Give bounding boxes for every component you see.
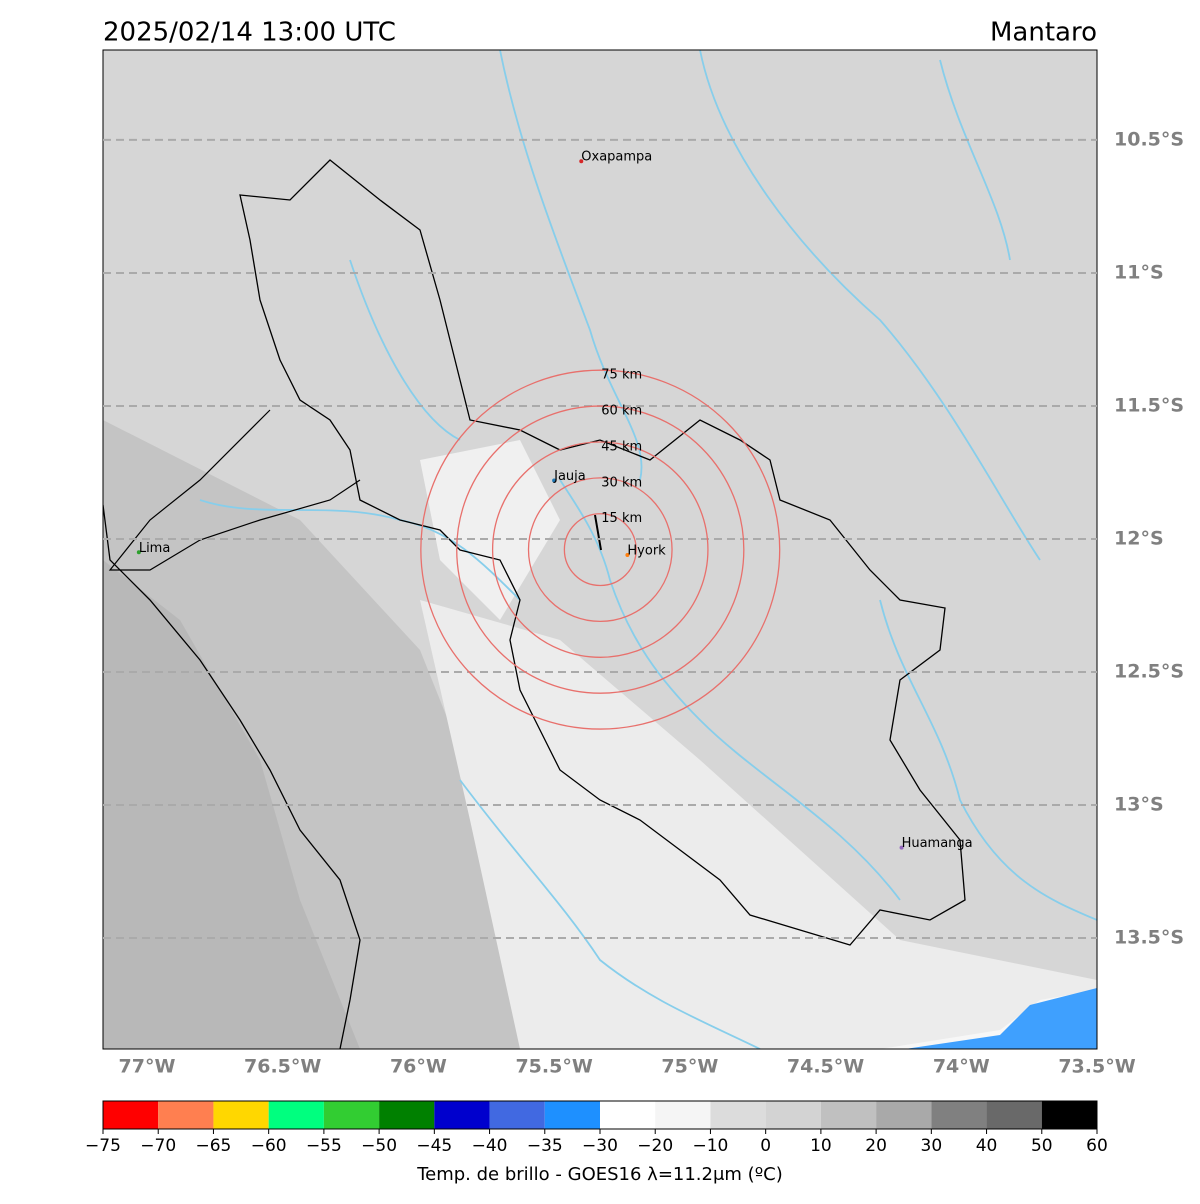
map-frame [102, 49, 1098, 1050]
colorbar-cell [710, 1101, 766, 1129]
title-right: Mantaro [990, 18, 1097, 48]
colorbar-cell [1041, 1101, 1097, 1129]
colorbar-cell [765, 1101, 821, 1129]
colorbar-cell [323, 1101, 380, 1129]
lat-label: 11.5°S [1114, 394, 1184, 416]
city-label: Jauja [553, 469, 586, 484]
lon-label: 75°W [661, 1056, 718, 1078]
range-ring-label: 15 km [601, 511, 642, 526]
range-ring-label: 60 km [601, 404, 642, 419]
colorbar-label: Temp. de brillo - GOES16 λ=11.2μm (ºC) [416, 1164, 783, 1185]
colorbar-tick-label: −65 [195, 1136, 231, 1156]
range-ring-label: 30 km [601, 475, 642, 490]
city-marker [899, 845, 904, 850]
city-label: Oxapampa [581, 150, 652, 165]
title-left: 2025/02/14 13:00 UTC [103, 18, 396, 48]
colorbar-tick-label: −55 [306, 1136, 342, 1156]
colorbar-tick-label: −50 [361, 1136, 397, 1156]
lat-label: 12°S [1114, 527, 1164, 549]
colorbar-tick-label: −45 [416, 1136, 452, 1156]
colorbar-tick-label: 0 [760, 1136, 771, 1156]
range-ring [527, 477, 673, 623]
colorbar-tick-label: −60 [251, 1136, 287, 1156]
colorbar-tick-label: −10 [692, 1136, 728, 1156]
city-marker [552, 478, 557, 483]
colorbar-cell [379, 1101, 435, 1129]
lon-label: 73.5°W [1058, 1056, 1135, 1078]
colorbar-cell [986, 1101, 1042, 1129]
colorbar-cell [600, 1101, 656, 1129]
colorbar-cell [268, 1101, 324, 1129]
colorbar-cell [103, 1101, 159, 1129]
range-ring [456, 405, 745, 694]
lat-label: 12.5°S [1114, 661, 1184, 683]
city-marker [625, 552, 630, 557]
colorbar-tick-label: 40 [976, 1136, 998, 1156]
lat-label: 13.5°S [1114, 927, 1184, 949]
colorbar-tick-label: −40 [472, 1136, 508, 1156]
colorbar-tick-label: −30 [582, 1136, 618, 1156]
colorbar-tick-label: 50 [1031, 1136, 1053, 1156]
colorbar-tick-label: 20 [865, 1136, 887, 1156]
lat-label: 11°S [1114, 261, 1164, 283]
city-label: Hyork [627, 543, 666, 558]
lon-label: 75.5°W [515, 1056, 592, 1078]
range-ring-label: 75 km [601, 368, 642, 383]
colorbar-cell [876, 1101, 932, 1129]
range-ring [420, 369, 781, 730]
range-ring [491, 441, 709, 658]
colorbar-cell [213, 1101, 269, 1129]
colorbar-cell [489, 1101, 545, 1129]
colorbar-cell [544, 1101, 600, 1129]
colorbar-tick-label: −35 [527, 1136, 563, 1156]
lon-label: 76°W [390, 1056, 447, 1078]
city-label: Lima [139, 541, 170, 556]
colorbar-tick-label: 10 [810, 1136, 832, 1156]
colorbar-tick-label: 60 [1086, 1136, 1108, 1156]
range-ring [563, 513, 637, 587]
colorbar-cell [434, 1101, 490, 1129]
colorbar-tick-label: −20 [637, 1136, 673, 1156]
city-label: Huamanga [902, 836, 973, 851]
lon-label: 74°W [933, 1056, 990, 1078]
lon-label: 77°W [119, 1056, 176, 1078]
colorbar-cell [931, 1101, 987, 1129]
colorbar-tick-label: −70 [140, 1136, 176, 1156]
colorbar-cell [820, 1101, 877, 1129]
colorbar-tick-label: −75 [85, 1136, 121, 1156]
city-marker [579, 159, 584, 164]
lat-label: 13°S [1114, 794, 1164, 816]
lat-label: 10.5°S [1114, 128, 1184, 150]
colorbar-tick-label: 30 [921, 1136, 943, 1156]
city-marker [136, 550, 141, 555]
lon-label: 74.5°W [787, 1056, 864, 1078]
colorbar-cell [655, 1101, 711, 1129]
colorbar-cell [158, 1101, 214, 1129]
lon-label: 76.5°W [244, 1056, 321, 1078]
range-ring-label: 45 km [601, 439, 642, 454]
map-background [103, 50, 1097, 1049]
